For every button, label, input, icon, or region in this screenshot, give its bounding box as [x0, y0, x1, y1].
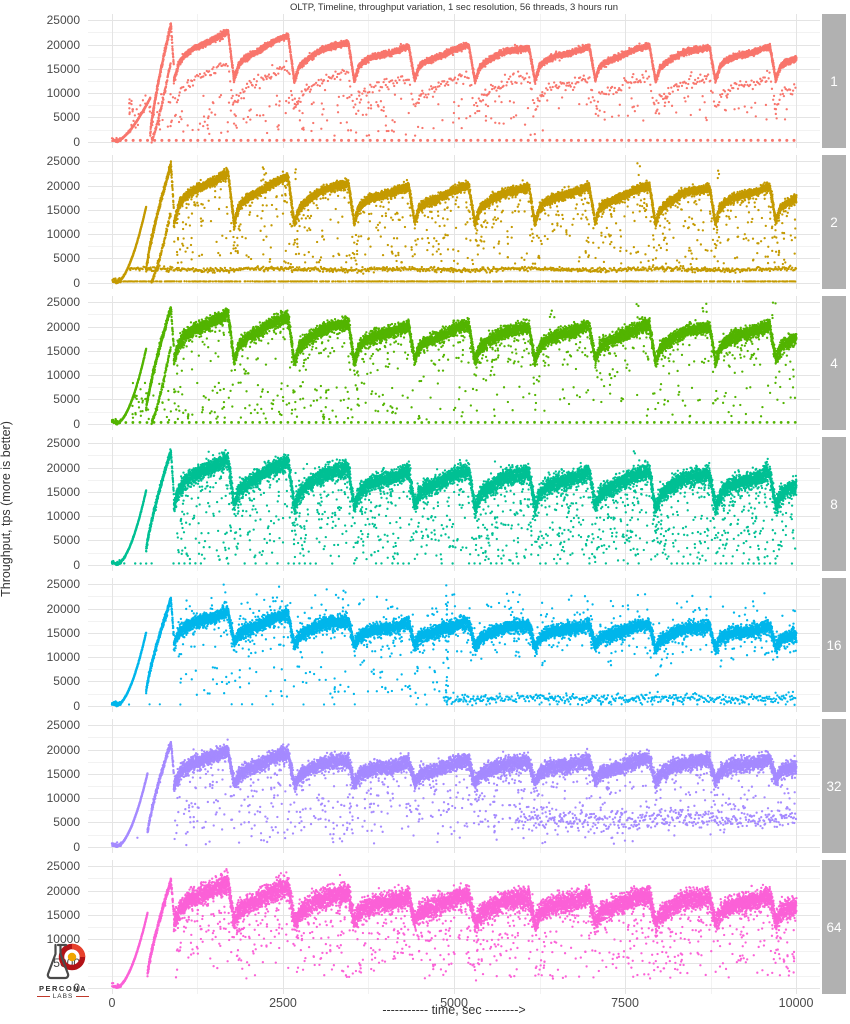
facet-panel-4: 0 5000 10000 15000 20000 25000 4	[0, 295, 850, 431]
y-tick-label: 5000	[53, 251, 80, 266]
facet-strip-2: 2	[822, 155, 846, 289]
y-tick-label: 10000	[46, 650, 80, 665]
y-tick-label: 5000	[53, 815, 80, 830]
y-tick-label: 15000	[46, 766, 80, 781]
y-tick-label: 15000	[46, 61, 80, 76]
y-tick-label: 20000	[46, 319, 80, 334]
x-tick-label: 0	[108, 996, 116, 1010]
y-tick-label: 25000	[46, 859, 80, 874]
percona-dot	[67, 952, 77, 962]
facet-strip-1: 1	[822, 14, 846, 148]
y-tick-label: 25000	[46, 13, 80, 28]
y-tick-label: 15000	[46, 907, 80, 922]
y-tick-label: 15000	[46, 625, 80, 640]
y-tick-label: 15000	[46, 202, 80, 217]
y-tick-label: 0	[73, 557, 80, 572]
facet-strip-64: 64	[822, 860, 846, 994]
scatter-canvas-64	[88, 860, 820, 994]
y-tick-label: 0	[73, 698, 80, 713]
x-tick-label: 2500	[269, 996, 297, 1010]
y-tick-label: 15000	[46, 343, 80, 358]
facet-strip-16: 16	[822, 578, 846, 712]
facet-panel-64: 0 5000 10000 15000 20000 25000 64	[0, 859, 850, 995]
y-tick-label: 25000	[46, 436, 80, 451]
y-tick-label: 5000	[53, 674, 80, 689]
scatter-canvas-32	[88, 719, 820, 853]
y-tick-label: 10000	[46, 227, 80, 242]
y-tick-label: 25000	[46, 718, 80, 733]
scatter-canvas-2	[88, 155, 820, 289]
y-tick-label: 5000	[53, 392, 80, 407]
y-tick-label: 20000	[46, 601, 80, 616]
y-tick-label: 5000	[53, 533, 80, 548]
y-tick-label: 0	[73, 980, 80, 995]
x-tick-label: 7500	[611, 996, 639, 1010]
y-tick-label: 15000	[46, 484, 80, 499]
y-tick-label: 10000	[46, 368, 80, 383]
y-tick-label: 0	[73, 134, 80, 149]
y-tick-label: 20000	[46, 178, 80, 193]
facet-strip-4: 4	[822, 296, 846, 430]
percona-labs-logo: PERCONA LABS	[28, 942, 98, 1000]
y-tick-label: 20000	[46, 883, 80, 898]
x-tick-label: 5000	[440, 996, 468, 1010]
scatter-canvas-1	[88, 14, 820, 148]
logo-brand-name: PERCONA	[38, 984, 87, 993]
y-tick-label: 25000	[46, 154, 80, 169]
y-tick-label: 20000	[46, 460, 80, 475]
y-tick-label: 0	[73, 839, 80, 854]
flask-icon	[46, 943, 70, 980]
facet-strip-32: 32	[822, 719, 846, 853]
percona-flask-icon	[46, 943, 86, 980]
y-tick-label: 5000	[53, 110, 80, 125]
y-tick-label: 20000	[46, 37, 80, 52]
facet-panel-1: 0 5000 10000 15000 20000 25000 1	[0, 13, 850, 149]
logo-brand-sub: LABS	[28, 993, 98, 1000]
x-axis-title: ----------- time, sec -------->	[382, 1003, 526, 1017]
y-tick-label: 0	[73, 275, 80, 290]
y-tick-label: 10000	[46, 932, 80, 947]
facet-panel-16: 0 5000 10000 15000 20000 25000 16	[0, 577, 850, 713]
y-tick-label: 10000	[46, 509, 80, 524]
y-tick-label: 25000	[46, 295, 80, 310]
y-tick-label: 25000	[46, 577, 80, 592]
facet-panel-2: 0 5000 10000 15000 20000 25000 2	[0, 154, 850, 290]
scatter-canvas-4	[88, 296, 820, 430]
y-tick-label: 0	[73, 416, 80, 431]
y-tick-label: 10000	[46, 86, 80, 101]
facet-panel-8: 0 5000 10000 15000 20000 25000 8	[0, 436, 850, 572]
scatter-canvas-16	[88, 578, 820, 712]
y-tick-label: 20000	[46, 742, 80, 757]
facet-strip-8: 8	[822, 437, 846, 571]
scatter-canvas-8	[88, 437, 820, 571]
x-tick-label: 10000	[778, 996, 814, 1010]
chart-title: OLTP, Timeline, throughput variation, 1 …	[289, 2, 619, 13]
y-tick-label: 10000	[46, 791, 80, 806]
facet-panel-32: 0 5000 10000 15000 20000 25000 32	[0, 718, 850, 854]
